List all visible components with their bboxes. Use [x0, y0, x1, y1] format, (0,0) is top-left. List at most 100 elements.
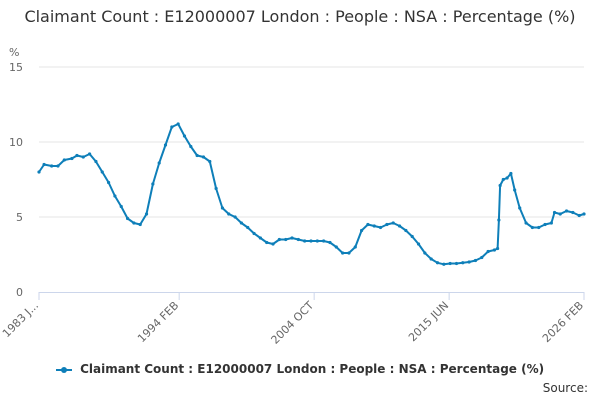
x-tick-label-0: 1983 J...: [0, 299, 41, 340]
y-tick-label-5: 5: [16, 211, 23, 224]
data-point-43: [309, 239, 313, 243]
data-point-19: [157, 161, 161, 165]
data-point-81: [524, 221, 528, 225]
data-point-21: [170, 125, 174, 129]
data-point-0: [37, 170, 41, 174]
data-point-87: [558, 212, 562, 216]
gridlines: [39, 66, 584, 218]
y-tick-label-0: 0: [16, 286, 23, 299]
x-tick-label-1: 1994 FEB: [135, 299, 181, 345]
data-point-26: [201, 155, 206, 159]
data-point-60: [416, 242, 421, 246]
data-point-50: [353, 245, 357, 249]
data-point-2: [50, 164, 54, 168]
data-point-77: [505, 176, 509, 180]
data-point-85: [549, 221, 553, 225]
data-point-55: [385, 222, 389, 227]
data-point-47: [334, 245, 338, 249]
data-point-14: [125, 216, 130, 221]
data-point-6: [75, 153, 79, 158]
y-tick-label-15: 15: [9, 61, 23, 74]
data-point-4: [62, 158, 66, 162]
data-point-15: [132, 221, 136, 225]
data-point-13: [119, 204, 123, 209]
y-tick-labels: 0 5 10 15: [9, 61, 23, 299]
data-point-56: [391, 221, 395, 225]
data-point-17: [144, 212, 149, 216]
data-point-23: [182, 134, 187, 138]
data-point-58: [404, 228, 408, 233]
data-point-45: [322, 239, 326, 243]
x-tick-label-4: 2026 FEB: [540, 299, 586, 345]
y-axis-label: %: [9, 46, 19, 59]
data-point-42: [303, 239, 307, 243]
data-point-61: [423, 251, 427, 255]
data-point-9: [94, 159, 98, 164]
data-point-82: [530, 225, 534, 230]
data-point-44: [315, 239, 319, 243]
data-point-59: [410, 234, 414, 239]
data-point-84: [543, 222, 547, 227]
data-point-32: [239, 221, 244, 225]
x-tick-label-2: 2004 OCT: [269, 299, 317, 347]
data-point-29: [220, 206, 225, 210]
x-tick-labels: 1983 J... 1994 FEB 2004 OCT 2015 JUN 2026 FE…: [0, 292, 586, 347]
source-note: Source:: [542, 381, 588, 395]
data-point-74: [497, 218, 501, 222]
data-point-3: [56, 164, 60, 168]
data-point-80: [518, 206, 522, 210]
data-point-22: [176, 122, 180, 126]
x-tick-label-3: 2015 JUN: [406, 299, 451, 344]
data-point-86: [552, 210, 557, 215]
data-point-69: [473, 258, 478, 263]
data-point-64: [442, 262, 446, 266]
data-point-52: [366, 222, 370, 227]
data-point-16: [138, 222, 142, 227]
data-point-20: [163, 143, 168, 147]
data-point-30: [227, 212, 231, 216]
legend[interactable]: Claimant Count : E12000007 London : Peop…: [0, 362, 600, 376]
data-point-38: [277, 237, 281, 242]
data-point-27: [208, 159, 212, 164]
data-point-89: [571, 210, 575, 215]
data-point-24: [189, 144, 193, 149]
data-point-78: [509, 171, 513, 176]
data-point-49: [347, 251, 351, 255]
data-point-46: [328, 240, 332, 245]
data-point-36: [265, 240, 269, 245]
y-tick-label-10: 10: [9, 136, 23, 149]
data-point-71: [486, 249, 490, 254]
data-point-83: [537, 225, 541, 230]
data-point-72: [492, 248, 497, 252]
data-point-41: [296, 237, 300, 242]
data-point-67: [461, 261, 465, 265]
data-point-75: [498, 183, 502, 188]
chart-title: Claimant Count : E12000007 London : Peop…: [24, 7, 576, 26]
series-markers: [37, 122, 586, 266]
series-line[interactable]: [38, 123, 585, 266]
data-point-40: [290, 236, 294, 240]
data-point-10: [100, 170, 104, 174]
data-point-68: [467, 260, 471, 264]
data-point-18: [151, 182, 155, 186]
data-point-65: [448, 261, 452, 266]
data-point-88: [564, 209, 569, 213]
data-point-91: [582, 212, 586, 216]
data-point-66: [454, 261, 459, 266]
data-point-63: [435, 261, 440, 265]
data-point-8: [88, 152, 92, 156]
data-point-37: [271, 242, 275, 246]
data-point-5: [70, 156, 74, 161]
data-point-25: [195, 153, 199, 158]
data-point-79: [513, 188, 517, 192]
data-point-90: [577, 213, 581, 218]
data-point-39: [284, 237, 288, 242]
data-point-70: [480, 255, 484, 260]
data-point-31: [233, 215, 237, 219]
data-point-28: [214, 186, 218, 191]
data-point-53: [372, 224, 376, 228]
data-point-11: [106, 180, 111, 185]
data-point-33: [246, 225, 250, 230]
data-point-54: [378, 225, 383, 230]
